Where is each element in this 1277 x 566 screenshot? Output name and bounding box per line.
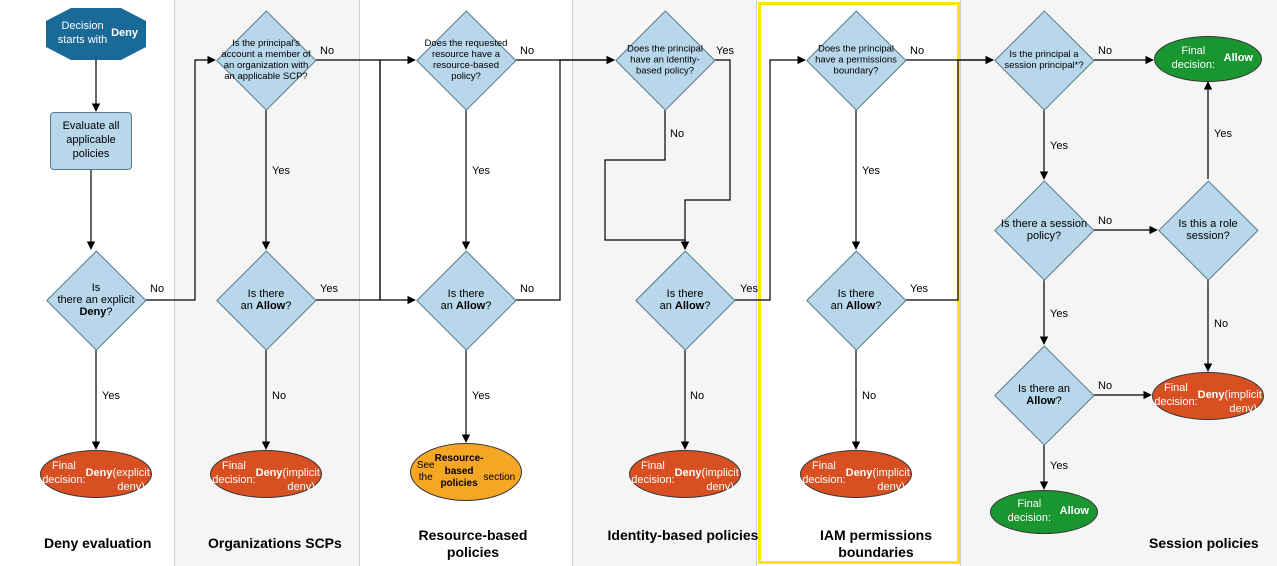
edge-label: Yes <box>1214 128 1232 140</box>
node-d_ibp_allow: Is therean Allow? <box>635 250 735 350</box>
edge-label: No <box>150 283 164 295</box>
node-eval_all: Evaluate all applicable policies <box>50 112 132 170</box>
edge <box>735 60 805 300</box>
column-title: Resource-based policies <box>393 527 553 561</box>
edge <box>146 60 215 300</box>
edge-label: Yes <box>1050 460 1068 472</box>
column-title: Organizations SCPs <box>208 535 342 551</box>
node-t_allow_bottom: Final decision:Allow <box>990 490 1098 534</box>
column-title: Identity-based policies <box>603 527 763 544</box>
node-t_deny_pb: Final decision:Deny(implicit deny) <box>800 450 912 498</box>
column-title: Deny evaluation <box>44 535 151 551</box>
edge-label: No <box>272 390 286 402</box>
node-d_explicit_deny: Isthere an explicitDeny? <box>46 250 146 350</box>
edge <box>316 60 415 300</box>
edge <box>316 60 415 300</box>
edge-label: Yes <box>862 165 880 177</box>
edge-label: No <box>1098 380 1112 392</box>
node-t_allow_top: Final decision:Allow <box>1154 36 1262 82</box>
edge-label: Yes <box>102 390 120 402</box>
edge <box>906 60 993 300</box>
node-d_pb_allow: Is therean Allow? <box>806 250 906 350</box>
node-d_scp_member: Is the principal's account a member of a… <box>216 10 316 110</box>
edge-label: Yes <box>910 283 928 295</box>
node-t_rbp_see: See theResource-based policiessection <box>410 443 522 501</box>
edge-label: No <box>1098 45 1112 57</box>
edge-label: No <box>910 45 924 57</box>
edge-label: No <box>690 390 704 402</box>
node-d_rbp_has: Does the requested resource have a resou… <box>416 10 516 110</box>
node-t_deny_sess: Final decision:Deny(implicit deny) <box>1152 372 1264 420</box>
node-t_deny_ibp: Final decision:Deny(implicit deny) <box>629 450 741 498</box>
edge-label: No <box>862 390 876 402</box>
edge-label: No <box>1214 318 1228 330</box>
node-d_pb_has: Does the principal have a permissions bo… <box>806 10 906 110</box>
node-d_role_session: Is this a role session? <box>1158 180 1258 280</box>
edge-label: Yes <box>1050 140 1068 152</box>
edge-label: No <box>520 45 534 57</box>
node-t_deny_explicit: Final decision:Deny(explicit deny) <box>40 450 152 498</box>
column-title: Session policies <box>1149 535 1259 551</box>
node-d_sess_principal: Is the principal a session principal*? <box>994 10 1094 110</box>
node-d_rbp_allow: Is therean Allow? <box>416 250 516 350</box>
edge-label: No <box>520 283 534 295</box>
edge-label: No <box>1098 215 1112 227</box>
node-d_scp_allow: Is therean Allow? <box>216 250 316 350</box>
edge-label: No <box>320 45 334 57</box>
edge-label: Yes <box>472 390 490 402</box>
edge-label: Yes <box>716 45 734 57</box>
column-title: IAM permissions boundaries <box>796 527 956 561</box>
node-d_sess_allow: Is there an Allow? <box>994 345 1094 445</box>
edge-label: Yes <box>740 283 758 295</box>
node-d_sess_policy: Is there a session policy? <box>994 180 1094 280</box>
edge-label: No <box>670 128 684 140</box>
node-d_ibp_has: Does the principal have an identity-base… <box>615 10 715 110</box>
edge-label: Yes <box>272 165 290 177</box>
edge-label: Yes <box>320 283 338 295</box>
node-start: Decision starts with Deny <box>46 8 146 60</box>
edge-label: Yes <box>1050 308 1068 320</box>
edge-label: Yes <box>472 165 490 177</box>
node-t_deny_scp: Final decision:Deny(implicit deny) <box>210 450 322 498</box>
edge <box>516 60 614 300</box>
